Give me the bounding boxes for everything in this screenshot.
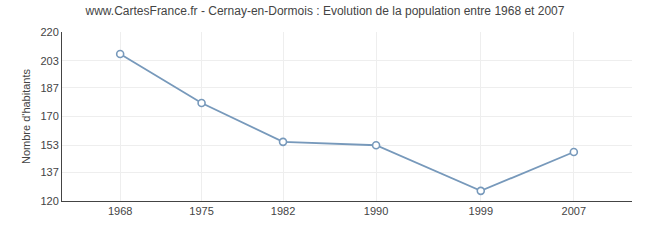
svg-text:1968: 1968 xyxy=(108,205,132,217)
svg-text:220: 220 xyxy=(40,26,58,38)
svg-text:153: 153 xyxy=(40,139,58,151)
svg-text:170: 170 xyxy=(40,110,58,122)
svg-text:1975: 1975 xyxy=(189,205,213,217)
svg-text:203: 203 xyxy=(40,55,58,67)
svg-text:1990: 1990 xyxy=(364,205,388,217)
svg-text:1982: 1982 xyxy=(271,205,295,217)
svg-text:137: 137 xyxy=(40,166,58,178)
svg-text:www.CartesFrance.fr - Cernay-e: www.CartesFrance.fr - Cernay-en-Dormois … xyxy=(85,4,565,18)
svg-text:2007: 2007 xyxy=(562,205,586,217)
svg-text:1999: 1999 xyxy=(469,205,493,217)
svg-text:Nombre d'habitants: Nombre d'habitants xyxy=(20,68,32,164)
svg-text:120: 120 xyxy=(40,195,58,207)
svg-text:187: 187 xyxy=(40,82,58,94)
